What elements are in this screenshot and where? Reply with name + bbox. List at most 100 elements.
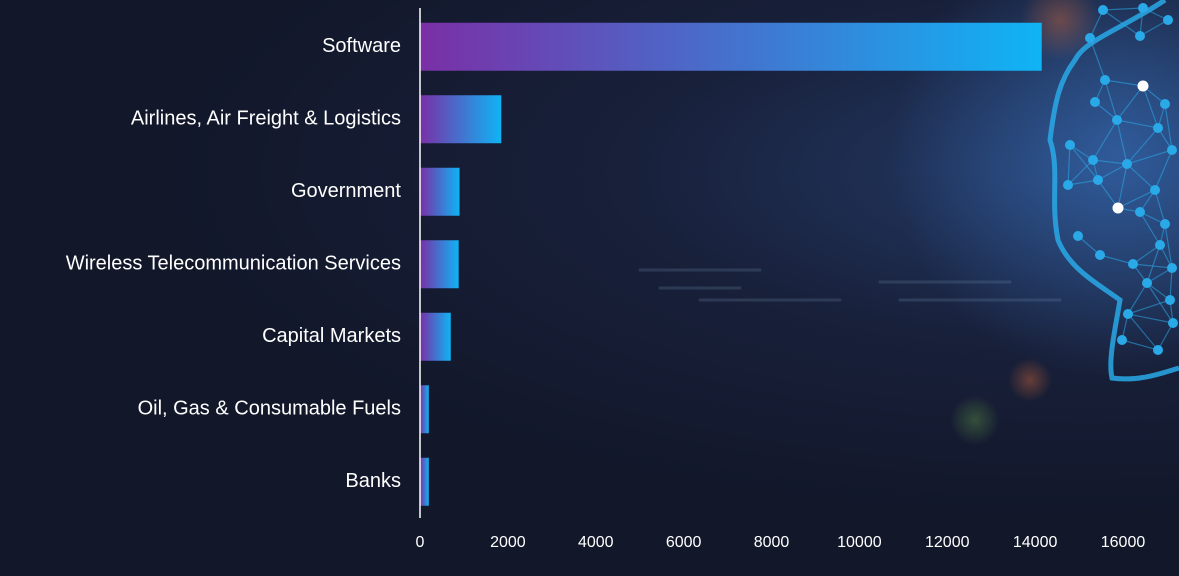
network-node [1150, 185, 1160, 195]
network-node [1128, 259, 1138, 269]
network-node [1112, 115, 1122, 125]
network-link [1126, 163, 1156, 191]
network-node [1065, 140, 1075, 150]
network-link [1139, 211, 1161, 246]
network-node [1088, 155, 1098, 165]
network-link [1169, 267, 1173, 301]
network-node [1168, 318, 1178, 328]
bar-series [420, 22, 1042, 506]
network-link [1164, 103, 1173, 151]
network-node [1117, 335, 1127, 345]
x-tick-label: 10000 [837, 534, 882, 551]
bar-oil-gas-consumable-fuels [420, 385, 429, 434]
network-node [1153, 345, 1163, 355]
network-link [1132, 244, 1161, 265]
network-link [1092, 119, 1118, 161]
bar-wireless-telecommunication-services [420, 240, 459, 289]
network-node [1100, 75, 1110, 85]
network-link [1127, 282, 1148, 315]
network-node [1167, 145, 1177, 155]
network-link [1127, 313, 1159, 351]
glow-blob [1008, 358, 1052, 402]
network-link [1104, 79, 1144, 87]
network-link [1121, 339, 1159, 351]
network-link [1089, 37, 1106, 81]
glow-blob [950, 395, 1000, 445]
network-node [1165, 295, 1175, 305]
category-label: Government [291, 180, 401, 202]
network-node [1090, 97, 1100, 107]
bar-government [420, 167, 460, 216]
network-link [1067, 144, 1071, 186]
network-node [1122, 159, 1132, 169]
network-node [1163, 15, 1173, 25]
category-label: Airlines, Air Freight & Logistics [131, 108, 401, 130]
network-link [1102, 9, 1141, 37]
network-link [1097, 163, 1128, 181]
category-labels: Software Airlines, Air Freight & Logistic… [66, 35, 402, 492]
network-node [1153, 123, 1163, 133]
network-link [1104, 79, 1118, 121]
network-node [1098, 5, 1108, 15]
category-label: Wireless Telecommunication Services [66, 253, 401, 275]
network-node [1135, 31, 1145, 41]
network-link [1116, 85, 1144, 121]
network-link [1154, 149, 1173, 191]
bar-airlines-air-freight-logistics [420, 95, 502, 144]
category-label: Software [322, 35, 401, 57]
network-node [1160, 99, 1170, 109]
network-node [1137, 80, 1149, 92]
network-node [1167, 263, 1177, 273]
network-link [1067, 159, 1094, 186]
glow-blob [890, 0, 1179, 380]
network-link [1127, 299, 1171, 315]
network-link [1116, 119, 1159, 129]
network-node [1160, 219, 1170, 229]
x-tick-label: 14000 [1013, 534, 1058, 551]
network-link [1089, 9, 1104, 39]
network-nodes [1063, 3, 1178, 355]
network-link [1142, 85, 1159, 129]
network-link [1154, 189, 1166, 225]
network-link [1146, 244, 1161, 284]
network-node [1123, 309, 1133, 319]
network-link [1097, 179, 1119, 209]
network-node [1138, 3, 1148, 13]
network-node [1073, 231, 1083, 241]
category-label: Capital Markets [262, 325, 401, 347]
x-tick-label: 4000 [578, 534, 614, 551]
network-node [1135, 207, 1145, 217]
x-tick-label: 2000 [490, 534, 526, 551]
network-link [1116, 119, 1128, 165]
bar-banks [420, 457, 429, 506]
network-link [1092, 159, 1128, 165]
x-tick-label: 0 [416, 534, 425, 551]
network-link [1099, 254, 1134, 265]
x-tick-label: 6000 [666, 534, 702, 551]
x-tick-label: 16000 [1101, 534, 1146, 551]
x-tick-label: 8000 [754, 534, 790, 551]
network-link [1067, 179, 1099, 186]
network-link [1117, 189, 1156, 209]
network-link [1126, 149, 1173, 165]
network-node [1063, 180, 1073, 190]
network-link [1157, 322, 1174, 351]
network-node [1155, 240, 1165, 250]
network-link [1069, 144, 1099, 181]
network-link [1102, 7, 1144, 11]
network-link [1139, 19, 1169, 37]
network-node [1142, 278, 1152, 288]
network-node [1112, 202, 1124, 214]
bar-capital-markets [420, 312, 451, 361]
network-node [1085, 33, 1095, 43]
x-tick-label: 12000 [925, 534, 970, 551]
category-label: Banks [345, 470, 401, 492]
network-link [1126, 127, 1159, 165]
network-link [1164, 223, 1173, 269]
globe-outline [1047, 0, 1179, 382]
network-link [1127, 313, 1174, 324]
network-link [1117, 163, 1128, 209]
